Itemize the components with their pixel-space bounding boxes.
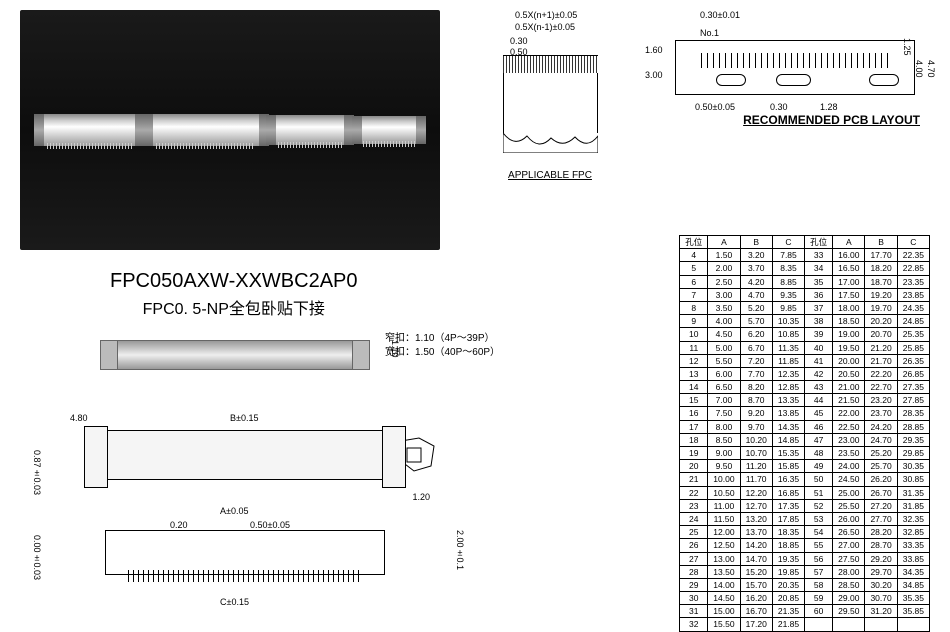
dim-height: 1.10	[390, 340, 400, 358]
table-row: 188.5010.2014.854723.0024.7029.35	[680, 433, 930, 446]
drawing-pcb-layout: 0.30±0.01 No.1 1.60 3.00 1.25 4.00 4.70 …	[640, 10, 930, 160]
dim-front-a: A±0.05	[220, 506, 248, 516]
dim-front-p2: 0.50±0.05	[250, 520, 290, 530]
product-description: FPC0. 5-NP全包卧贴下接	[110, 295, 358, 319]
drawing-side-view: 4.80 B±0.15 0.87±0.03 1.20	[50, 415, 440, 500]
table-row: 62.504.208.853517.0018.7023.35	[680, 275, 930, 288]
dim-clip: 1.20	[412, 492, 430, 502]
dim-fpc-t1: 0.5X(n+1)±0.05	[515, 10, 577, 20]
table-row: 52.003.708.353416.5018.2022.85	[680, 262, 930, 275]
table-row: 178.009.7014.354622.5024.2028.85	[680, 420, 930, 433]
table-row: 2110.0011.7016.355024.5026.2030.85	[680, 473, 930, 486]
dim-side-w: 4.80	[70, 413, 88, 423]
dim-pcb-p2: 0.30	[770, 102, 788, 112]
table-row: 167.509.2013.854522.0023.7028.35	[680, 407, 930, 420]
table-header: B	[865, 236, 897, 249]
table-row: 125.507.2011.854120.0021.7026.35	[680, 354, 930, 367]
drawing-applicable-fpc: 0.5X(n+1)±0.05 0.5X(n-1)±0.05 0.30 0.50 …	[480, 10, 620, 220]
wide-note: 宽扣：1.50（40P～60P）	[385, 346, 500, 360]
table-row: 2311.0012.7017.355225.5027.2031.85	[680, 499, 930, 512]
table-row: 136.007.7012.354220.5022.2026.85	[680, 367, 930, 380]
dim-fpc-t2: 0.5X(n-1)±0.05	[515, 22, 575, 32]
clip-notes: 窄扣：1.10（4P～39P） 宽扣：1.50（40P～60P）	[385, 332, 500, 360]
product-title: FPC050AXW-XXWBC2AP0 FPC0. 5-NP全包卧贴下接	[110, 270, 358, 319]
dim-front-p1: 0.20	[170, 520, 188, 530]
table-row: 2813.5015.2019.855728.0029.7034.35	[680, 565, 930, 578]
dim-side-h2: 0.00±0.03	[32, 535, 42, 580]
table-row: 83.505.209.853718.0019.7024.35	[680, 301, 930, 314]
side-clip-detail	[399, 436, 439, 481]
dim-pcb-r2: 4.00	[914, 60, 924, 78]
connector-photo	[360, 116, 418, 144]
table-header: B	[740, 236, 772, 249]
dim-pcb-h1: 1.60	[645, 45, 663, 55]
product-photo-panel	[20, 10, 440, 250]
table-row: 73.004.709.353617.5019.2023.85	[680, 288, 930, 301]
narrow-note: 窄扣：1.10（4P～39P）	[385, 332, 500, 346]
table-header: 孔位	[805, 236, 833, 249]
table-row: 199.0010.7015.354823.5025.2029.85	[680, 447, 930, 460]
dim-pcb-no1: No.1	[700, 28, 719, 38]
table-row: 157.008.7013.354421.5023.2027.85	[680, 394, 930, 407]
table-row: 104.506.2010.853919.0020.7025.35	[680, 328, 930, 341]
part-number: FPC050AXW-XXWBC2AP0	[110, 270, 358, 293]
drawing-front-view: A±0.05 0.20 0.50±0.05 0.00±0.03 2.00±0.1…	[50, 510, 440, 595]
dim-pcb-h2: 3.00	[645, 70, 663, 80]
connector-photo	[274, 115, 346, 145]
fpc-label: APPLICABLE FPC	[480, 170, 620, 181]
table-header: C	[897, 236, 929, 249]
dim-pcb-r3: 4.70	[926, 60, 936, 78]
dim-pcb-p3: 1.28	[820, 102, 838, 112]
table-row: 115.006.7011.354019.5021.2025.85	[680, 341, 930, 354]
connector-photo	[42, 114, 137, 146]
table-row: 2411.5013.2017.855326.0027.7032.35	[680, 512, 930, 525]
dim-pcb-p1: 0.50±0.05	[695, 102, 735, 112]
table-header: C	[772, 236, 804, 249]
table-row: 2914.0015.7020.355828.5030.2034.85	[680, 578, 930, 591]
table-row: 209.5011.2015.854924.0025.7030.35	[680, 460, 930, 473]
connector-photo	[151, 114, 261, 146]
table-row: 3014.5016.2020.855929.0030.7035.35	[680, 592, 930, 605]
table-row: 3215.5017.2021.85	[680, 618, 930, 631]
table-row: 41.503.207.853316.0017.7022.35	[680, 249, 930, 262]
dim-front-c: C±0.15	[220, 597, 249, 607]
dimension-table: 孔位ABC孔位ABC 41.503.207.853316.0017.7022.3…	[679, 235, 930, 632]
table-row: 2713.0014.7019.355627.5029.2033.85	[680, 552, 930, 565]
table-row: 146.508.2012.854321.0022.7027.35	[680, 381, 930, 394]
table-row: 94.005.7010.353818.5020.2024.85	[680, 315, 930, 328]
pcb-label: RECOMMENDED PCB LAYOUT	[640, 113, 920, 127]
dim-side-h: 0.87±0.03	[32, 450, 42, 495]
table-header: A	[833, 236, 865, 249]
table-header: A	[708, 236, 740, 249]
table-row: 2210.5012.2016.855125.0026.7031.35	[680, 486, 930, 499]
dim-side-b: B±0.15	[230, 413, 258, 423]
table-row: 3115.0016.7021.356029.5031.2035.85	[680, 605, 930, 618]
dim-side-h3: 2.00±0.1	[455, 530, 465, 570]
dim-fpc-pw: 0.30	[510, 36, 528, 46]
table-header: 孔位	[680, 236, 708, 249]
drawing-3d-view: 1.10	[100, 330, 370, 390]
table-row: 2612.5014.2018.855527.0028.7033.35	[680, 539, 930, 552]
table-row: 2512.0013.7018.355426.5028.2032.85	[680, 526, 930, 539]
dim-pcb-tol: 0.30±0.01	[700, 10, 740, 20]
